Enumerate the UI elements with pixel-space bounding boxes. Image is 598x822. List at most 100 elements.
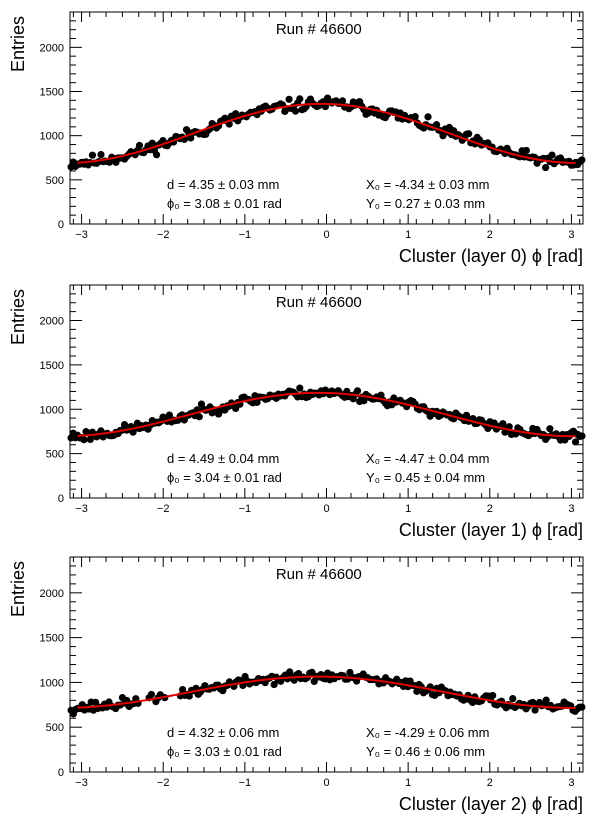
- data-point: [338, 97, 347, 105]
- run-title: Run # 46600: [276, 566, 362, 583]
- y-axis-label: Entries: [8, 16, 28, 72]
- data-point: [296, 95, 304, 103]
- x-tick-label: 1: [405, 777, 411, 789]
- data-point: [195, 413, 203, 421]
- fit-text-d: d = 4.49 ± 0.04 mm: [167, 451, 279, 466]
- data-point: [413, 687, 421, 695]
- x-tick-label: 3: [568, 503, 574, 515]
- x-tick-label: −2: [157, 229, 170, 241]
- x-tick-label: 2: [487, 229, 493, 241]
- data-point: [147, 690, 156, 699]
- data-point: [80, 436, 88, 444]
- fit-text-d: d = 4.32 ± 0.06 mm: [167, 725, 279, 740]
- x-tick-label: 2: [487, 777, 493, 789]
- data-point: [88, 151, 97, 159]
- data-point: [152, 151, 161, 159]
- data-point: [462, 411, 471, 419]
- x-axis-label: Cluster (layer 1) ϕ [rad]: [399, 520, 583, 540]
- y-tick-label: 2000: [40, 42, 64, 54]
- data-point: [571, 438, 580, 446]
- data-point: [578, 703, 586, 711]
- fit-text-x0: X₀ = -4.29 ± 0.06 mm: [366, 725, 489, 740]
- data-point: [353, 387, 362, 395]
- y-tick-label: 1000: [40, 131, 64, 143]
- data-point: [465, 130, 473, 138]
- y-tick-label: 1500: [40, 87, 64, 99]
- data-point: [179, 685, 187, 694]
- fit-curve: [77, 391, 576, 438]
- x-tick-label: 0: [323, 503, 329, 515]
- data-point: [424, 113, 432, 121]
- x-tick-label: −2: [157, 503, 170, 515]
- x-tick-label: −2: [157, 777, 170, 789]
- data-point: [578, 432, 586, 440]
- x-tick-label: −3: [75, 229, 88, 241]
- y-tick-label: 500: [46, 449, 64, 461]
- x-axis-label: Cluster (layer 0) ϕ [rad]: [399, 246, 583, 266]
- data-point: [120, 420, 129, 429]
- data-point: [542, 696, 550, 704]
- data-point: [92, 698, 100, 706]
- fit-text-x0: X₀ = -4.47 ± 0.04 mm: [366, 451, 489, 466]
- data-point: [135, 141, 144, 150]
- x-tick-label: −3: [75, 777, 88, 789]
- x-tick-label: −1: [239, 229, 252, 241]
- x-tick-label: −1: [239, 777, 252, 789]
- fit-text-x0: X₀ = -4.34 ± 0.03 mm: [366, 177, 489, 192]
- fit-curve: [77, 675, 576, 709]
- x-tick-label: −1: [239, 503, 252, 515]
- y-tick-label: 1000: [40, 677, 64, 689]
- x-axis-label: Cluster (layer 2) ϕ [rad]: [399, 794, 583, 814]
- data-point: [432, 121, 441, 129]
- fit-text-phi0: ϕ₀ = 3.03 ± 0.01 rad: [167, 744, 282, 759]
- x-tick-label: 3: [568, 229, 574, 241]
- y-axis-label: Entries: [8, 561, 28, 617]
- y-tick-label: 0: [58, 767, 64, 779]
- y-tick-label: 0: [58, 493, 64, 505]
- x-tick-label: 2: [487, 503, 493, 515]
- data-point: [499, 420, 507, 428]
- data-point: [360, 397, 368, 405]
- data-point: [509, 695, 517, 703]
- x-tick-label: 1: [405, 229, 411, 241]
- y-tick-label: 1500: [40, 633, 64, 645]
- run-title: Run # 46600: [276, 21, 362, 38]
- fit-text-phi0: ϕ₀ = 3.08 ± 0.01 rad: [167, 196, 282, 211]
- x-tick-label: 1: [405, 503, 411, 515]
- y-axis-label: Entries: [8, 289, 28, 345]
- y-tick-label: 2000: [40, 588, 64, 600]
- data-point: [270, 680, 278, 689]
- data-point: [548, 151, 556, 159]
- x-tick-label: 0: [323, 229, 329, 241]
- data-point: [578, 156, 586, 164]
- x-tick-label: 0: [323, 777, 329, 789]
- x-tick-label: 3: [568, 777, 574, 789]
- fit-text-phi0: ϕ₀ = 3.04 ± 0.01 rad: [167, 470, 282, 485]
- plot-frame: [69, 556, 584, 773]
- data-point: [165, 411, 173, 419]
- fit-curve: [77, 102, 576, 165]
- fit-text-y0: Y₀ = 0.45 ± 0.04 mm: [366, 470, 485, 485]
- data-point: [286, 668, 294, 676]
- data-point: [546, 425, 554, 433]
- data-point: [541, 163, 550, 172]
- data-point: [148, 139, 156, 147]
- y-tick-label: 500: [46, 722, 64, 734]
- y-tick-label: 2000: [40, 316, 64, 328]
- data-point: [285, 95, 293, 103]
- data-point: [185, 692, 193, 700]
- data-point: [296, 384, 304, 392]
- data-point: [522, 146, 530, 155]
- x-tick-label: −3: [75, 503, 88, 515]
- fit-text-d: d = 4.35 ± 0.03 mm: [167, 177, 279, 192]
- y-tick-label: 1500: [40, 360, 64, 372]
- data-point: [411, 112, 419, 121]
- fit-text-y0: Y₀ = 0.46 ± 0.06 mm: [366, 744, 485, 759]
- y-tick-label: 0: [58, 219, 64, 231]
- run-title: Run # 46600: [276, 294, 362, 311]
- fit-text-y0: Y₀ = 0.27 ± 0.03 mm: [366, 196, 485, 211]
- data-point: [291, 107, 300, 115]
- y-tick-label: 1000: [40, 404, 64, 416]
- y-tick-label: 500: [46, 175, 64, 187]
